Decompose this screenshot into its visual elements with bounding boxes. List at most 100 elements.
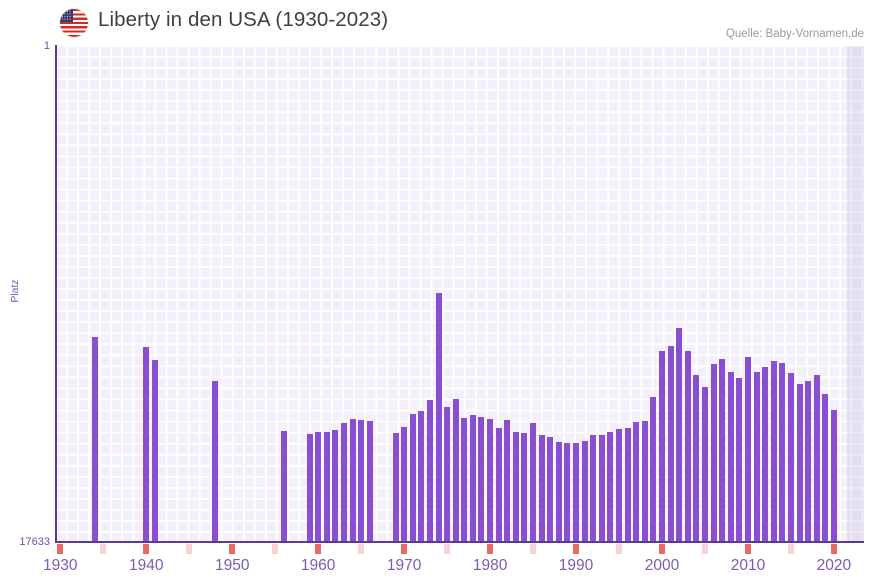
bar-1959[interactable] — [306, 433, 313, 542]
tick-mark-1975 — [444, 544, 451, 554]
x-axis-label-2000: 2000 — [644, 557, 680, 574]
bar-1964[interactable] — [349, 419, 356, 542]
bar-2018[interactable] — [813, 374, 820, 542]
tick-mark-1955 — [272, 544, 279, 554]
bar-2013[interactable] — [770, 360, 777, 542]
x-axis-label-1930: 1930 — [43, 557, 78, 574]
bar-1961[interactable] — [323, 431, 330, 542]
tick-mark-1960 — [315, 544, 322, 554]
bar-1990[interactable] — [573, 443, 580, 542]
bar-2017[interactable] — [805, 381, 812, 542]
bar-1995[interactable] — [616, 429, 623, 542]
bar-1934[interactable] — [91, 337, 98, 542]
tick-mark-1940 — [143, 544, 150, 554]
bar-1989[interactable] — [564, 442, 571, 542]
tick-mark-1945 — [186, 544, 193, 554]
y-axis-title: Platz — [9, 279, 21, 303]
bar-1941[interactable] — [151, 359, 158, 542]
bar-2008[interactable] — [727, 371, 734, 542]
bar-1996[interactable] — [624, 427, 631, 542]
bar-2010[interactable] — [744, 356, 751, 542]
tick-mark-1990 — [573, 544, 580, 554]
x-axis-label-1990: 1990 — [558, 557, 594, 574]
bar-2020[interactable] — [830, 410, 837, 542]
usa-flag-icon — [60, 9, 88, 37]
bar-1973[interactable] — [426, 400, 433, 542]
bar-1970[interactable] — [401, 426, 408, 542]
bar-1997[interactable] — [633, 421, 640, 542]
tick-mark-2005 — [701, 544, 708, 554]
bar-1977[interactable] — [461, 418, 468, 542]
bar-2003[interactable] — [684, 351, 691, 542]
bar-1948[interactable] — [212, 380, 219, 542]
x-axis-label-2020: 2020 — [816, 557, 852, 574]
tick-mark-1930 — [57, 544, 64, 554]
bar-2001[interactable] — [667, 345, 674, 542]
y-axis-top-label: 1 — [43, 40, 50, 52]
bar-1978[interactable] — [469, 415, 476, 542]
tick-mark-1965 — [358, 544, 365, 554]
tick-mark-2000 — [658, 544, 665, 554]
bar-1960[interactable] — [315, 431, 322, 542]
x-axis-tick-strip — [56, 544, 864, 554]
bar-1971[interactable] — [409, 414, 416, 542]
bar-1992[interactable] — [590, 434, 597, 542]
bar-2006[interactable] — [710, 364, 717, 542]
tick-mark-1985 — [530, 544, 537, 554]
bar-2011[interactable] — [753, 371, 760, 542]
bar-1966[interactable] — [366, 420, 373, 542]
bar-1956[interactable] — [280, 430, 287, 542]
bar-1975[interactable] — [444, 407, 451, 542]
bar-1998[interactable] — [641, 421, 648, 542]
bar-2015[interactable] — [787, 373, 794, 542]
x-axis-label-1970: 1970 — [386, 557, 422, 574]
bar-1963[interactable] — [340, 422, 347, 542]
bar-2000[interactable] — [658, 350, 665, 542]
bar-1994[interactable] — [607, 432, 614, 542]
bar-1969[interactable] — [392, 432, 399, 542]
bar-1991[interactable] — [581, 440, 588, 542]
tick-mark-1970 — [401, 544, 408, 554]
tick-mark-1950 — [229, 544, 236, 554]
bar-1993[interactable] — [598, 434, 605, 542]
bar-1980[interactable] — [487, 418, 494, 542]
x-axis-label-1980: 1980 — [472, 557, 508, 574]
bar-1965[interactable] — [358, 419, 365, 542]
bar-1987[interactable] — [547, 437, 554, 542]
page-title: Liberty in den USA (1930-2023) — [98, 8, 389, 31]
bar-2009[interactable] — [736, 378, 743, 542]
chart-header: Liberty in den USA (1930-2023) Quelle: B… — [0, 0, 873, 44]
bar-2004[interactable] — [693, 374, 700, 542]
source-attribution: Quelle: Baby-Vornamen.de — [725, 28, 864, 40]
bar-2019[interactable] — [822, 394, 829, 542]
x-axis-label-1950: 1950 — [214, 557, 250, 574]
plot-area — [56, 46, 864, 542]
bar-1983[interactable] — [512, 431, 519, 542]
bar-1986[interactable] — [538, 435, 545, 542]
bar-1940[interactable] — [143, 347, 150, 542]
bar-1999[interactable] — [650, 397, 657, 542]
bar-1985[interactable] — [530, 422, 537, 542]
bar-2005[interactable] — [701, 386, 708, 542]
bar-1962[interactable] — [332, 429, 339, 542]
x-axis-label-1960: 1960 — [300, 557, 336, 574]
bar-2007[interactable] — [719, 359, 726, 542]
tick-mark-1980 — [487, 544, 494, 554]
bar-2012[interactable] — [762, 367, 769, 542]
bar-1981[interactable] — [495, 427, 502, 542]
bar-2016[interactable] — [796, 383, 803, 542]
bar-1974[interactable] — [435, 293, 442, 542]
bar-1979[interactable] — [478, 416, 485, 542]
bar-1988[interactable] — [555, 441, 562, 542]
x-axis-label-2010: 2010 — [730, 557, 766, 574]
y-axis-bottom-label: 17633 — [19, 536, 50, 548]
x-axis-line — [55, 541, 864, 543]
bar-1976[interactable] — [452, 399, 459, 542]
forecast-shaded-region — [846, 46, 864, 542]
bar-2014[interactable] — [779, 363, 786, 542]
bar-1982[interactable] — [504, 419, 511, 542]
bar-1972[interactable] — [418, 411, 425, 542]
bar-2002[interactable] — [676, 328, 683, 542]
y-axis-line — [55, 45, 57, 543]
bar-1984[interactable] — [521, 433, 528, 542]
